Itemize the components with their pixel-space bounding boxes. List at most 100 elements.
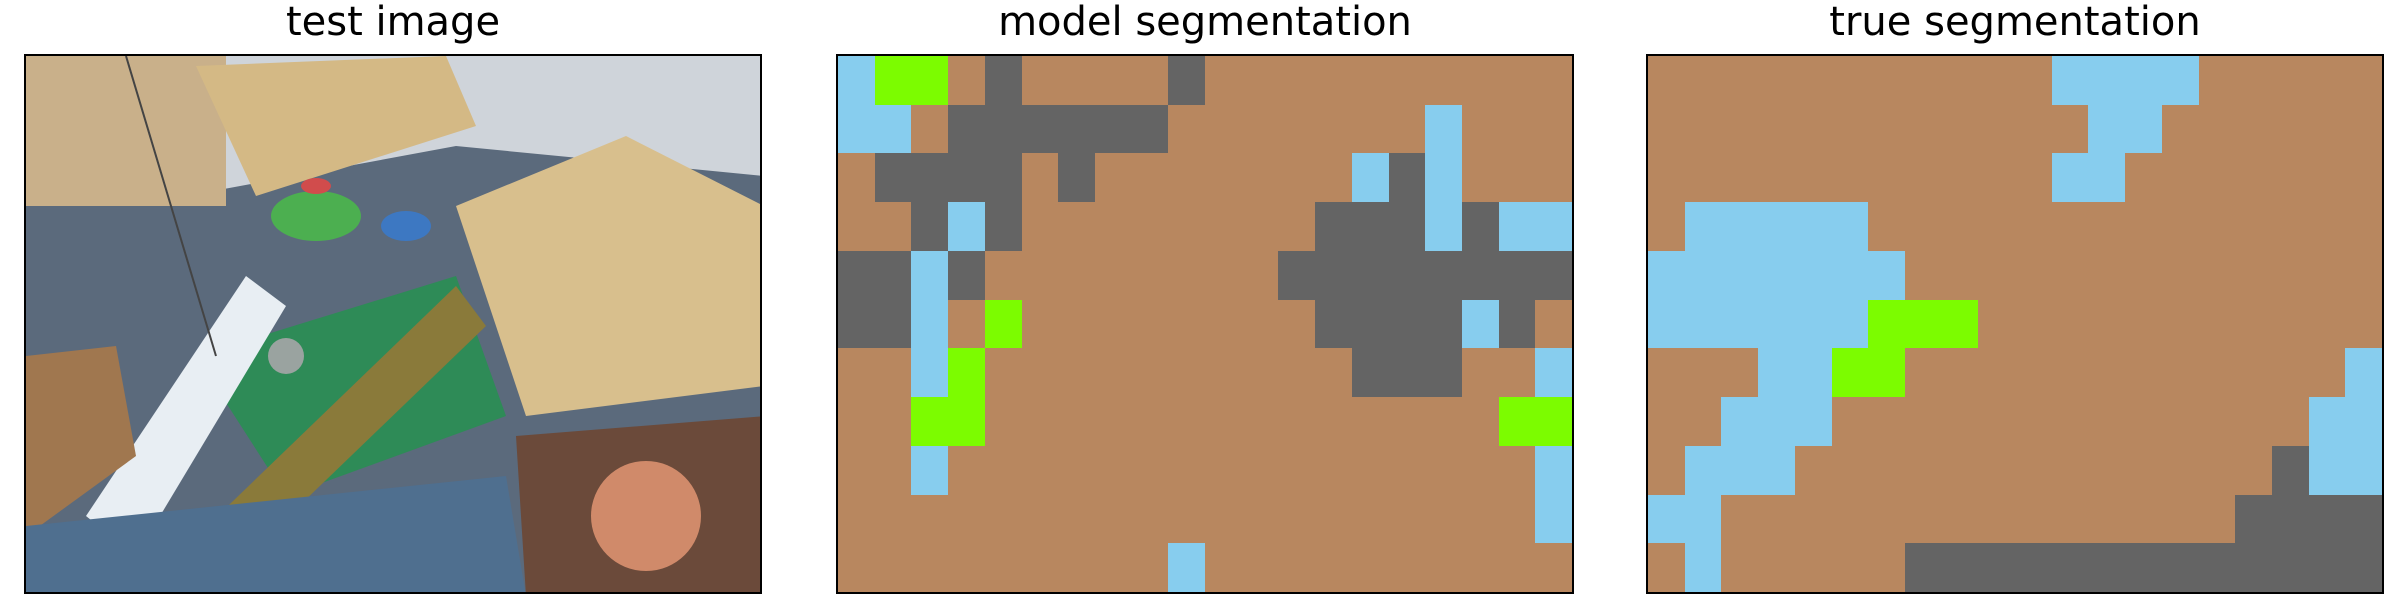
test-photo bbox=[24, 54, 762, 594]
segmentation-cell bbox=[1131, 494, 1169, 544]
segmentation-cell bbox=[2308, 153, 2346, 203]
segmentation-cell bbox=[1535, 153, 1572, 203]
photo-red-hold bbox=[301, 178, 331, 194]
segmentation-cell bbox=[2125, 543, 2162, 592]
segmentation-cell bbox=[1021, 56, 1059, 105]
segmentation-cell bbox=[2345, 153, 2382, 203]
segmentation-cell bbox=[1058, 104, 1095, 154]
segmentation-cell bbox=[874, 104, 912, 154]
segmentation-cell bbox=[1794, 56, 1832, 105]
segmentation-cell bbox=[1241, 202, 1279, 251]
segmentation-cell bbox=[1131, 445, 1169, 495]
segmentation-cell bbox=[2198, 543, 2236, 592]
segmentation-cell bbox=[1941, 153, 1979, 203]
segmentation-cell bbox=[1721, 202, 1759, 251]
photo-green-hold bbox=[271, 191, 361, 241]
segmentation-cell bbox=[911, 397, 949, 446]
segmentation-cell bbox=[1868, 56, 1905, 105]
segmentation-cell bbox=[1648, 299, 1685, 349]
segmentation-cell bbox=[948, 56, 985, 105]
segmentation-cell bbox=[1205, 494, 1242, 544]
segmentation-cell bbox=[1831, 348, 1869, 398]
segmentation-cell bbox=[1868, 250, 1905, 300]
segmentation-cell bbox=[2088, 348, 2126, 398]
segmentation-cell bbox=[2125, 56, 2162, 105]
segmentation-cell bbox=[2161, 153, 2199, 203]
segmentation-cell bbox=[2161, 445, 2199, 495]
segmentation-cell bbox=[874, 397, 912, 446]
segmentation-cell bbox=[1241, 56, 1279, 105]
segmentation-cell bbox=[2125, 397, 2162, 446]
segmentation-cell bbox=[838, 202, 875, 251]
segmentation-cell bbox=[1868, 104, 1905, 154]
segmentation-cell bbox=[1648, 348, 1685, 398]
segmentation-cell bbox=[2015, 397, 2052, 446]
segmentation-cell bbox=[2198, 445, 2236, 495]
segmentation-cell bbox=[1461, 56, 1499, 105]
segmentation-cell bbox=[2271, 250, 2309, 300]
segmentation-cell bbox=[2051, 299, 2089, 349]
segmentation-cell bbox=[2345, 56, 2382, 105]
segmentation-cell bbox=[911, 494, 949, 544]
segmentation-cell bbox=[1758, 250, 1795, 300]
segmentation-cell bbox=[2088, 299, 2126, 349]
segmentation-cell bbox=[1131, 250, 1169, 300]
segmentation-cell bbox=[1794, 250, 1832, 300]
segmentation-cell bbox=[1904, 104, 1942, 154]
segmentation-cell bbox=[1831, 299, 1869, 349]
segmentation-cell bbox=[1794, 153, 1832, 203]
segmentation-cell bbox=[2308, 397, 2346, 446]
segmentation-cell bbox=[874, 250, 912, 300]
segmentation-cell bbox=[838, 250, 875, 300]
segmentation-cell bbox=[1205, 56, 1242, 105]
segmentation-cell bbox=[1758, 348, 1795, 398]
segmentation-cell bbox=[874, 494, 912, 544]
segmentation-cell bbox=[838, 299, 875, 349]
segmentation-cell bbox=[911, 348, 949, 398]
segmentation-cell bbox=[1831, 445, 1869, 495]
segmentation-cell bbox=[1021, 299, 1059, 349]
segmentation-cell bbox=[1684, 153, 1722, 203]
panel-model-segmentation: model segmentation bbox=[780, 0, 1590, 600]
segmentation-cell bbox=[838, 494, 875, 544]
segmentation-cell bbox=[838, 445, 875, 495]
segmentation-cell bbox=[984, 348, 1022, 398]
segmentation-cell bbox=[1241, 445, 1279, 495]
segmentation-cell bbox=[1351, 543, 1389, 592]
segmentation-cell bbox=[2271, 348, 2309, 398]
panel-true-segmentation: true segmentation bbox=[1590, 0, 2400, 600]
segmentation-cell bbox=[984, 104, 1022, 154]
segmentation-cell bbox=[1168, 56, 1205, 105]
segmentation-cell bbox=[911, 250, 949, 300]
segmentation-cell bbox=[1461, 543, 1499, 592]
segmentation-cell bbox=[1021, 494, 1059, 544]
segmentation-cell bbox=[1535, 397, 1572, 446]
photo-top-board bbox=[196, 56, 476, 196]
segmentation-cell bbox=[1461, 397, 1499, 446]
segmentation-cell bbox=[2015, 445, 2052, 495]
segmentation-cell bbox=[1388, 250, 1426, 300]
segmentation-cell bbox=[1461, 299, 1499, 349]
segmentation-cell bbox=[1241, 250, 1279, 300]
segmentation-cell bbox=[984, 250, 1022, 300]
segmentation-cell bbox=[1535, 104, 1572, 154]
segmentation-cell bbox=[1278, 445, 1316, 495]
segmentation-cell bbox=[1978, 543, 2015, 592]
segmentation-cell bbox=[2051, 104, 2089, 154]
segmentation-cell bbox=[1021, 202, 1059, 251]
segmentation-cell bbox=[1021, 543, 1059, 592]
segmentation-cell bbox=[948, 494, 985, 544]
segmentation-cell bbox=[1351, 397, 1389, 446]
segmentation-cell bbox=[2051, 56, 2089, 105]
segmentation-cell bbox=[1978, 104, 2015, 154]
segmentation-cell bbox=[2088, 56, 2126, 105]
segmentation-cell bbox=[2235, 299, 2272, 349]
segmentation-cell bbox=[1831, 153, 1869, 203]
segmentation-cell bbox=[2015, 153, 2052, 203]
segmentation-cell bbox=[2125, 494, 2162, 544]
segmentation-cell bbox=[1058, 56, 1095, 105]
segmentation-cell bbox=[2125, 202, 2162, 251]
segmentation-cell bbox=[1461, 153, 1499, 203]
segmentation-cell bbox=[1315, 543, 1352, 592]
segmentation-cell bbox=[874, 543, 912, 592]
